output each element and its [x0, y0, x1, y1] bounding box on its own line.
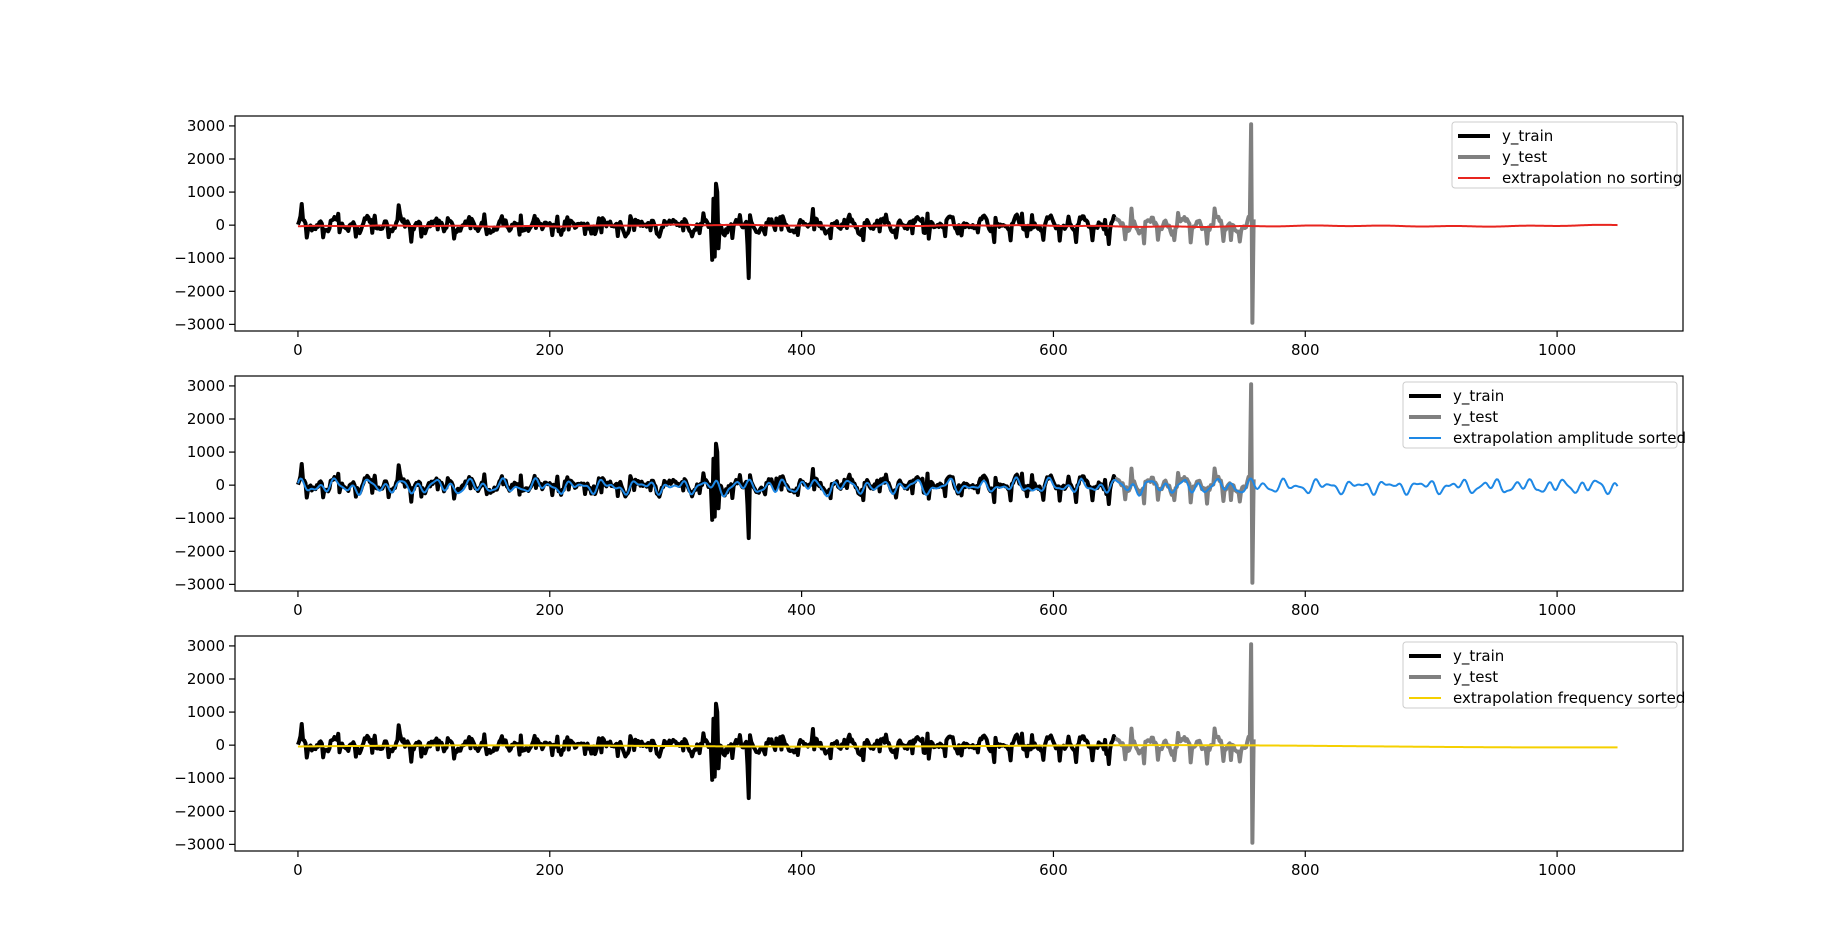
- y-tick-label: 0: [215, 216, 225, 234]
- x-tick-label: 1000: [1538, 601, 1576, 619]
- y-tick-label: −1000: [174, 249, 225, 267]
- series-line-y_train: [296, 181, 1117, 281]
- series-line-extrapolation-frequency-sorted: [297, 744, 1618, 749]
- x-tick-label: 800: [1291, 341, 1320, 359]
- x-tick-label: 600: [1039, 341, 1068, 359]
- axes-frame: [234, 115, 1684, 332]
- series-line-extrapolation-no-sorting: [297, 223, 1618, 228]
- legend: y_train y_test extrapolation no sorting: [1451, 121, 1682, 189]
- chart-panel-3: 0 200 400 600 800 1000 −3000 −2000 −1000 0 1000 200…: [174, 635, 1685, 879]
- legend-box: [1402, 641, 1678, 709]
- y-tick-label: 2000: [187, 670, 225, 688]
- series-line-extrapolation-amplitude-sorted: [297, 476, 1619, 498]
- legend-label: extrapolation amplitude sorted: [1453, 429, 1686, 447]
- legend: y_train y_test extrapolation frequency sor…: [1402, 641, 1685, 709]
- y-tick-label: −3000: [174, 315, 225, 333]
- x-tick-label: 0: [293, 861, 303, 879]
- legend: y_train y_test extrapolation amplitude sor…: [1402, 381, 1686, 449]
- x-tick-label: 400: [787, 341, 816, 359]
- series-line-y_test: [1114, 642, 1256, 845]
- legend-label: extrapolation frequency sorted: [1453, 689, 1685, 707]
- legend-label: extrapolation no sorting: [1502, 169, 1682, 187]
- y-tick-label: −1000: [174, 769, 225, 787]
- y-tick-label: −3000: [174, 835, 225, 853]
- legend-label: y_train: [1453, 647, 1504, 666]
- x-tick-label: 400: [787, 861, 816, 879]
- y-tick-label: −2000: [174, 282, 225, 300]
- y-tick-label: 2000: [187, 410, 225, 428]
- x-tick-label: 0: [293, 341, 303, 359]
- x-tick-label: 200: [535, 341, 564, 359]
- legend-label: y_test: [1502, 148, 1547, 167]
- x-tick-label: 600: [1039, 861, 1068, 879]
- legend-box: [1402, 381, 1678, 449]
- legend-label: y_test: [1453, 408, 1498, 427]
- y-tick-label: −3000: [174, 575, 225, 593]
- x-tick-label: 800: [1291, 601, 1320, 619]
- chart-panel-1: 0 200 400 600 800 1000 −3000 −2000 −1000 0 1000 200…: [174, 115, 1684, 359]
- x-tick-label: 200: [535, 861, 564, 879]
- y-tick-label: 3000: [187, 117, 225, 135]
- y-tick-label: −2000: [174, 542, 225, 560]
- x-tick-label: 1000: [1538, 341, 1576, 359]
- y-tick-label: 1000: [187, 703, 225, 721]
- legend-box: [1451, 121, 1678, 189]
- series-line-y_train: [296, 701, 1117, 801]
- y-tick-label: 1000: [187, 183, 225, 201]
- y-tick-label: 0: [215, 476, 225, 494]
- y-tick-label: 2000: [187, 150, 225, 168]
- y-tick-label: −1000: [174, 509, 225, 527]
- x-tick-label: 400: [787, 601, 816, 619]
- legend-label: y_train: [1502, 127, 1553, 146]
- plot-area: [296, 382, 1619, 585]
- plot-area: [296, 642, 1618, 845]
- axes-frame: [234, 635, 1684, 852]
- plot-area: [296, 122, 1618, 325]
- x-tick-label: 1000: [1538, 861, 1576, 879]
- x-tick-label: 600: [1039, 601, 1068, 619]
- y-tick-label: 1000: [187, 443, 225, 461]
- series-line-y_test: [1114, 382, 1256, 585]
- legend-label: y_train: [1453, 387, 1504, 406]
- chart-panel-2: 0 200 400 600 800 1000 −3000 −2000 −1000 0 1000 200…: [174, 375, 1686, 619]
- x-tick-label: 800: [1291, 861, 1320, 879]
- axes-frame: [234, 375, 1684, 592]
- y-tick-label: 3000: [187, 637, 225, 655]
- x-tick-label: 0: [293, 601, 303, 619]
- y-tick-label: 3000: [187, 377, 225, 395]
- x-tick-label: 200: [535, 601, 564, 619]
- y-tick-label: −2000: [174, 802, 225, 820]
- legend-label: y_test: [1453, 668, 1498, 687]
- y-tick-label: 0: [215, 736, 225, 754]
- series-line-y_test: [1114, 122, 1256, 325]
